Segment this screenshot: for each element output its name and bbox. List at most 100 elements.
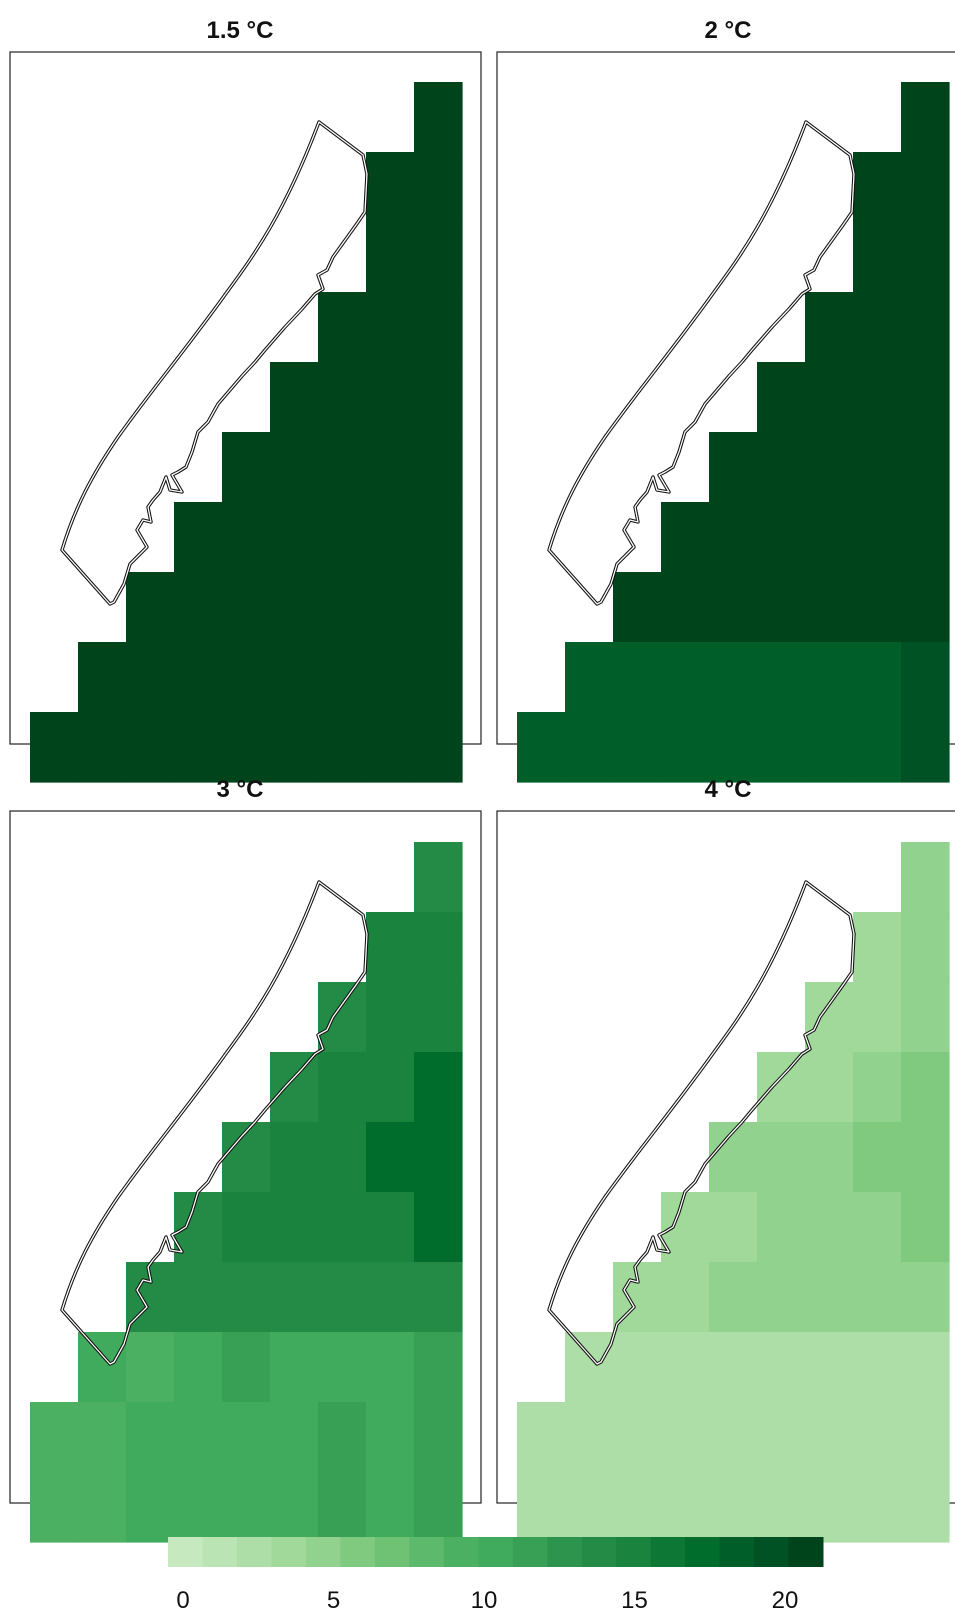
region-outline-1: [60, 120, 369, 606]
grid-cell: [78, 1332, 127, 1403]
grid-cell: [853, 572, 902, 643]
grid-cell: [661, 1472, 710, 1543]
grid-cell: [565, 1472, 614, 1543]
grid-cell: [78, 642, 127, 713]
grid-cell: [174, 572, 223, 643]
grid-cell: [414, 502, 463, 573]
grid-cell: [853, 362, 902, 433]
grid-cell: [805, 982, 854, 1053]
grid-cell: [901, 502, 950, 573]
grid-cell: [757, 712, 806, 783]
grid-cell: [853, 912, 902, 983]
grid-cell: [901, 1472, 950, 1543]
grid-cell: [174, 642, 223, 713]
grid-cell: [222, 1332, 271, 1403]
grid-cell: [661, 1262, 710, 1333]
grid-cell: [613, 572, 662, 643]
grid-cell: [565, 1402, 614, 1473]
grid-cell: [757, 1332, 806, 1403]
grid-cell: [613, 1332, 662, 1403]
grid-cell: [126, 1332, 175, 1403]
grid-cell: [613, 1472, 662, 1543]
grid-cell: [901, 642, 950, 713]
grid-cell: [414, 1402, 463, 1473]
grid-cell: [366, 1122, 415, 1193]
grid-cell: [901, 572, 950, 643]
colorbar-swatch: [788, 1537, 824, 1567]
grid-cell: [270, 1052, 319, 1123]
colorbar-swatch: [271, 1537, 307, 1567]
grid-cell: [270, 1262, 319, 1333]
grid-cell: [126, 1472, 175, 1543]
grid-cell: [174, 1332, 223, 1403]
region-outline-2: [547, 120, 856, 606]
grid-cell: [366, 432, 415, 503]
panel-title-1: 1.5 °C: [207, 17, 274, 44]
colorbar-tick-label: 10: [471, 1587, 498, 1614]
grid-cell: [565, 712, 614, 783]
grid-cell: [901, 292, 950, 363]
grid-cell: [174, 1472, 223, 1543]
grid-cell: [78, 712, 127, 783]
panel-2: 2 °C: [496, 17, 955, 783]
colorbar-swatch: [512, 1537, 548, 1567]
grid-cell: [901, 1332, 950, 1403]
grid-cell: [805, 502, 854, 573]
grid-cell: [366, 912, 415, 983]
grid-cell: [853, 1332, 902, 1403]
grid-cell: [757, 1192, 806, 1263]
grid-cell: [757, 502, 806, 573]
colorbar-swatch: [202, 1537, 238, 1567]
panel-4: 4 °C: [496, 776, 955, 1543]
grid-cell: [270, 1402, 319, 1473]
grid-cell: [414, 642, 463, 713]
grid-cell: [414, 912, 463, 983]
grid-cell: [517, 1402, 566, 1473]
grid-cell: [318, 982, 367, 1053]
grid-cell: [318, 1332, 367, 1403]
grid-cell: [757, 1472, 806, 1543]
grid-cell: [709, 502, 758, 573]
grid-cell: [901, 1122, 950, 1193]
region-outline-3: [60, 880, 369, 1366]
grid-cell: [901, 432, 950, 503]
grid-cell: [414, 1122, 463, 1193]
grid-cell: [414, 1052, 463, 1123]
colorbar-swatch: [754, 1537, 790, 1567]
grid-cell: [366, 1192, 415, 1263]
region-outline-inner: [548, 121, 855, 605]
grid-cell: [414, 222, 463, 293]
grid-cell: [853, 1052, 902, 1123]
grid-cell: [805, 432, 854, 503]
grid-cell: [126, 572, 175, 643]
colorbar-swatch: [581, 1537, 617, 1567]
grid-cell: [366, 712, 415, 783]
grid-cell: [661, 502, 710, 573]
grid-cell: [126, 712, 175, 783]
grid-cell: [222, 642, 271, 713]
grid-cell: [366, 502, 415, 573]
grid-cell: [901, 982, 950, 1053]
grid-cell: [805, 1122, 854, 1193]
grid-cell: [853, 642, 902, 713]
grid-cell: [565, 1332, 614, 1403]
grid-cell: [709, 1192, 758, 1263]
grid-cell: [30, 1402, 79, 1473]
grid-cell: [805, 1262, 854, 1333]
grid-cell: [318, 502, 367, 573]
grid-cell: [414, 982, 463, 1053]
grid-cell: [901, 362, 950, 433]
grid-cell: [414, 1262, 463, 1333]
grid-cell: [805, 362, 854, 433]
grid-cell: [661, 1332, 710, 1403]
grid-cell: [517, 1472, 566, 1543]
grid-cell: [126, 1402, 175, 1473]
grid-cell: [709, 1332, 758, 1403]
grid-cell: [709, 1402, 758, 1473]
grid-cell: [318, 1472, 367, 1543]
grid-cell: [805, 292, 854, 363]
colorbar-swatch: [650, 1537, 686, 1567]
grid-cell: [318, 1262, 367, 1333]
colorbar-swatch: [478, 1537, 514, 1567]
